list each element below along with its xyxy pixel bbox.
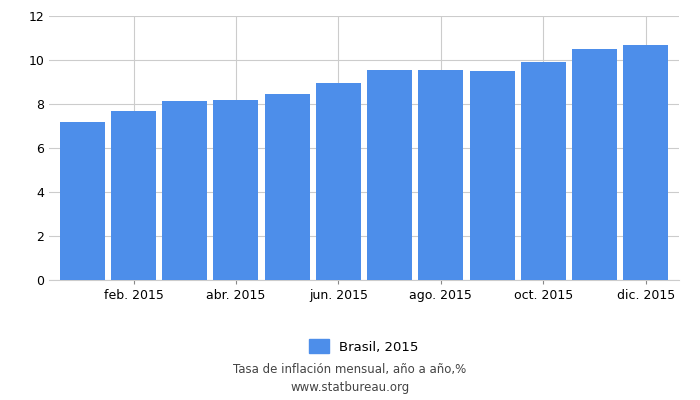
Bar bbox=[419, 70, 463, 280]
Bar bbox=[572, 50, 617, 280]
Text: www.statbureau.org: www.statbureau.org bbox=[290, 382, 410, 394]
Bar bbox=[367, 70, 412, 280]
Bar bbox=[623, 45, 668, 280]
Bar bbox=[60, 122, 105, 280]
Bar bbox=[521, 62, 566, 280]
Bar bbox=[111, 110, 156, 280]
Text: Tasa de inflación mensual, año a año,%: Tasa de inflación mensual, año a año,% bbox=[233, 364, 467, 376]
Legend: Brasil, 2015: Brasil, 2015 bbox=[304, 334, 424, 359]
Bar bbox=[316, 83, 361, 280]
Bar bbox=[470, 71, 514, 280]
Bar bbox=[265, 94, 309, 280]
Bar bbox=[214, 100, 258, 280]
Bar bbox=[162, 101, 207, 280]
